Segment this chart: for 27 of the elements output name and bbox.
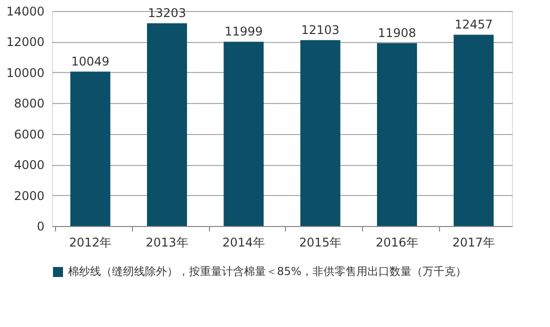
data-label: 12457 (454, 18, 493, 32)
y-tick-label: 12000 (6, 35, 44, 50)
y-tick-label: 4000 (14, 158, 44, 172)
bar (224, 42, 264, 226)
data-label: 13203 (148, 6, 186, 20)
x-tick-label: 2016年 (376, 236, 418, 250)
y-tick-label: 14000 (6, 4, 44, 18)
data-label: 10049 (71, 54, 110, 69)
bar (377, 43, 417, 226)
data-label: 11908 (378, 26, 416, 40)
bar (300, 40, 340, 226)
x-tick-label: 2015年 (299, 236, 342, 250)
y-tick-label: 2000 (14, 188, 44, 203)
x-tick-label: 2017年 (452, 236, 495, 250)
y-tick-label: 8000 (14, 96, 44, 111)
bar (70, 72, 110, 226)
x-tick-label: 2012年 (69, 236, 112, 250)
data-label: 11999 (224, 24, 263, 39)
x-tick-label: 2013年 (146, 236, 188, 250)
legend-label: 棉纱线（缝纫线除外），按重量计含棉量＜85%，非供零售用出口数量（万千克） (68, 265, 466, 278)
bar (147, 23, 187, 226)
data-label: 12103 (301, 23, 340, 38)
y-tick-label: 6000 (14, 127, 44, 142)
y-tick-label: 10000 (6, 66, 44, 80)
x-tick-label: 2014年 (222, 236, 265, 250)
y-tick-label: 0 (36, 220, 44, 234)
bar (454, 34, 494, 226)
